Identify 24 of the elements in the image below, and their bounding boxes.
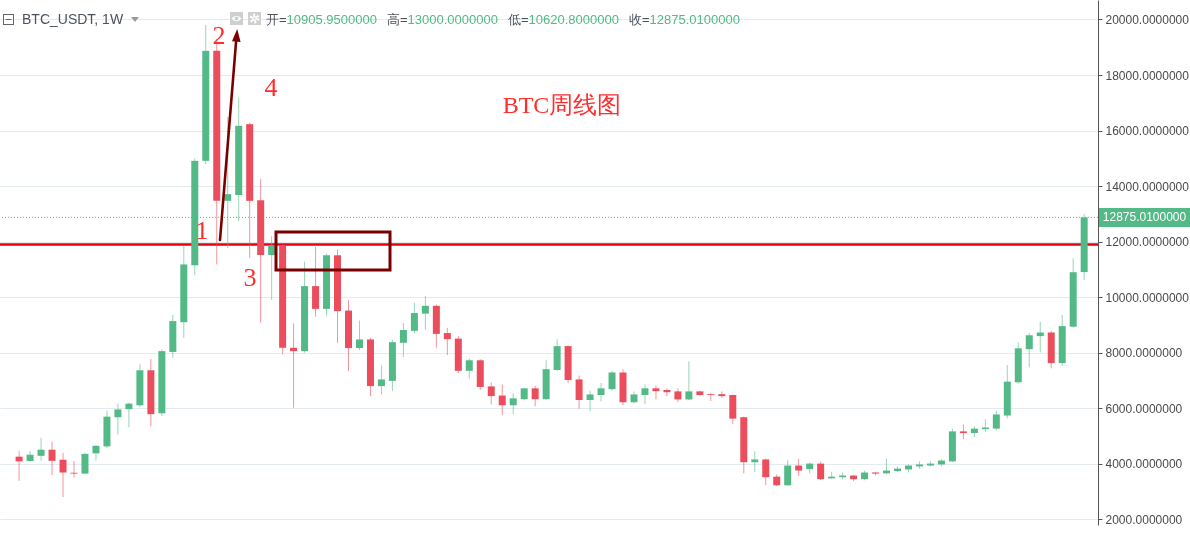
ref-line-label: 12875.0100000 — [1099, 207, 1190, 227]
candlestick — [92, 444, 100, 462]
y-tick-label: 16000.0000000 — [1105, 124, 1190, 139]
annotation: 开=10905.9500000 — [266, 12, 377, 27]
candlestick — [652, 385, 660, 400]
text: BTC_USDT, 1W — [22, 11, 124, 27]
y-tick-label: 2000.0000000 — [1105, 512, 1183, 527]
candlestick — [26, 450, 34, 463]
text: BTC周线图 — [502, 92, 622, 118]
y-tick-label: 6000.0000000 — [1105, 401, 1183, 416]
annotation: 低=10620.8000000 — [507, 12, 619, 27]
y-tick-label: 20000.0000000 — [1105, 12, 1190, 27]
annotation: 4 — [264, 73, 278, 102]
annotation: 2 — [212, 21, 226, 50]
y-tick-label: 4000.0000000 — [1105, 457, 1183, 472]
y-tick-label: 12000.0000000 — [1105, 235, 1190, 250]
candlestick — [70, 460, 78, 478]
y-tick-label: 14000.0000000 — [1105, 179, 1190, 194]
y-tick-label: 10000.0000000 — [1105, 290, 1190, 305]
annotation: 高=13000.0000000 — [386, 12, 498, 27]
annotation: 收=12875.0100000 — [628, 12, 740, 27]
y-tick-label: 18000.0000000 — [1105, 68, 1190, 83]
y-tick-label: 8000.0000000 — [1105, 346, 1183, 361]
annotation: 3 — [243, 263, 257, 292]
